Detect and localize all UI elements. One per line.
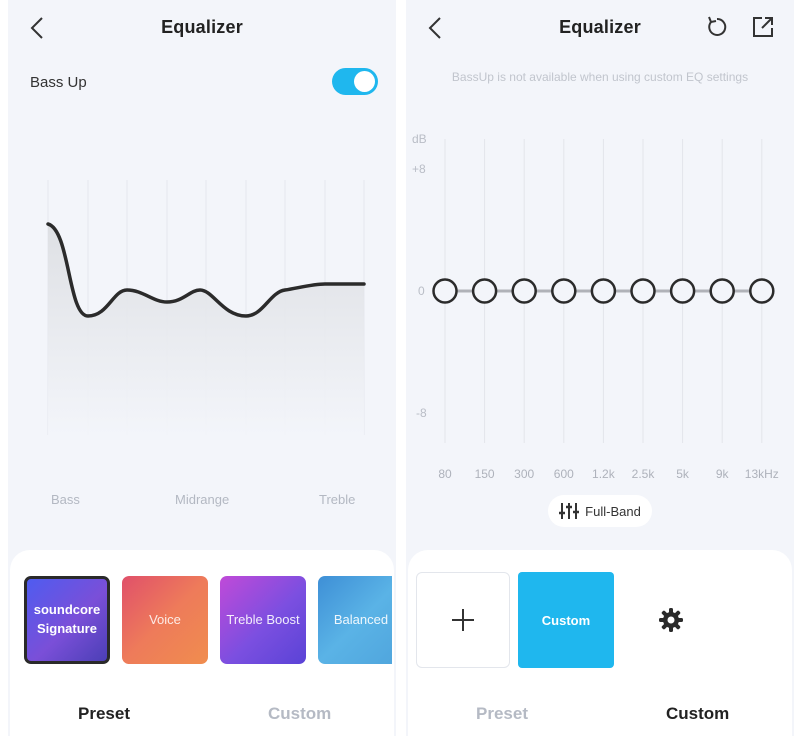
tab-custom[interactable]: Custom (268, 704, 332, 723)
preset-label-treble-boost: Treble Boost (226, 611, 300, 627)
preset-card-treble-boost[interactable]: Treble Boost (220, 576, 306, 664)
custom-eq-label: Custom (541, 612, 591, 628)
preset-list[interactable]: soundcore Signature Voice Treble Boost B… (22, 576, 392, 666)
page-title: Equalizer (161, 17, 243, 37)
page-title: Equalizer (559, 17, 641, 37)
tab-preset[interactable]: Preset (476, 704, 528, 723)
eq-band-knob[interactable] (709, 278, 735, 304)
toggle-knob (354, 71, 375, 92)
share-icon[interactable] (750, 14, 776, 40)
sliders-icon (559, 503, 580, 519)
region-label-midrange: Midrange (175, 492, 230, 507)
eq-band-label: 13kHz (745, 467, 779, 481)
bass-up-label: Bass Up (30, 74, 87, 91)
chevron-left-icon[interactable] (424, 14, 448, 42)
eq-curve-chart (46, 180, 366, 435)
eq-band-label: 9k (716, 467, 730, 481)
custom-eq-card[interactable]: Custom (518, 572, 614, 668)
eq-band-knob[interactable] (669, 278, 696, 304)
eq-curve-line (46, 222, 366, 318)
eq-curve-fill (48, 224, 364, 435)
preset-card-balanced[interactable]: Balanced (318, 576, 392, 664)
eq-band-knob[interactable] (749, 278, 775, 304)
gear-icon[interactable] (658, 607, 684, 633)
eq-scale-zero-label: 0 (418, 284, 425, 298)
preset-equalizer-screen: Equalizer Bass Up Bass Midrange Treble (8, 0, 396, 736)
preset-card-voice[interactable]: Voice (122, 576, 208, 664)
eq-band-knob[interactable] (630, 278, 656, 304)
region-label-bass: Bass (51, 492, 80, 507)
chevron-left-icon[interactable] (26, 14, 50, 42)
eq-scale-top-label: +8 (412, 162, 426, 176)
eq-band-chart[interactable]: dB +8 0 -8 80 150 300 600 1.2k 2.5k 5k 9k 13kHz (406, 125, 794, 490)
eq-band-label: 1.2k (592, 467, 616, 481)
region-label-treble: Treble (319, 492, 356, 507)
eq-scale-bottom-label: -8 (416, 406, 427, 420)
custom-panel: Custom Preset Custom (408, 550, 792, 736)
header: Equalizer (406, 0, 794, 56)
eq-band-label: 2.5k (632, 467, 656, 481)
tab-preset[interactable]: Preset (78, 704, 130, 723)
eq-band-knob[interactable] (511, 278, 537, 304)
preset-label-balanced: Balanced (333, 611, 389, 627)
preset-panel: soundcore Signature Voice Treble Boost B… (10, 550, 394, 736)
eq-band-label: 150 (475, 467, 495, 481)
custom-equalizer-screen: Equalizer BassUp is not available when u… (406, 0, 794, 736)
add-custom-eq-button[interactable] (416, 572, 510, 668)
eq-band-knob[interactable] (471, 278, 498, 304)
reset-icon[interactable] (704, 14, 730, 40)
eq-band-label: 80 (438, 467, 452, 481)
eq-band-label: 300 (514, 467, 534, 481)
eq-band-knob[interactable] (432, 278, 458, 304)
preset-label-voice: Voice (149, 611, 181, 627)
preset-card-soundcore-signature[interactable]: soundcore Signature (24, 576, 110, 664)
plus-icon (452, 609, 474, 631)
preset-label-soundcore-signature: soundcore Signature (34, 601, 100, 639)
bassup-note: BassUp is not available when using custo… (451, 70, 749, 84)
eq-band-knob[interactable] (590, 278, 617, 304)
full-band-label: Full-Band (585, 503, 641, 519)
header: Equalizer (8, 0, 396, 56)
eq-band-label: 600 (554, 467, 574, 481)
eq-band-knob[interactable] (551, 278, 577, 304)
bass-up-toggle[interactable] (332, 68, 378, 95)
tab-custom[interactable]: Custom (666, 704, 730, 723)
eq-unit-label: dB (412, 132, 427, 146)
eq-band-label: 5k (676, 467, 690, 481)
preset-label-line2: Signature (37, 621, 97, 636)
preset-label-line1: soundcore (33, 602, 101, 618)
full-band-button[interactable]: Full-Band (548, 495, 652, 527)
screen-divider (396, 0, 406, 736)
